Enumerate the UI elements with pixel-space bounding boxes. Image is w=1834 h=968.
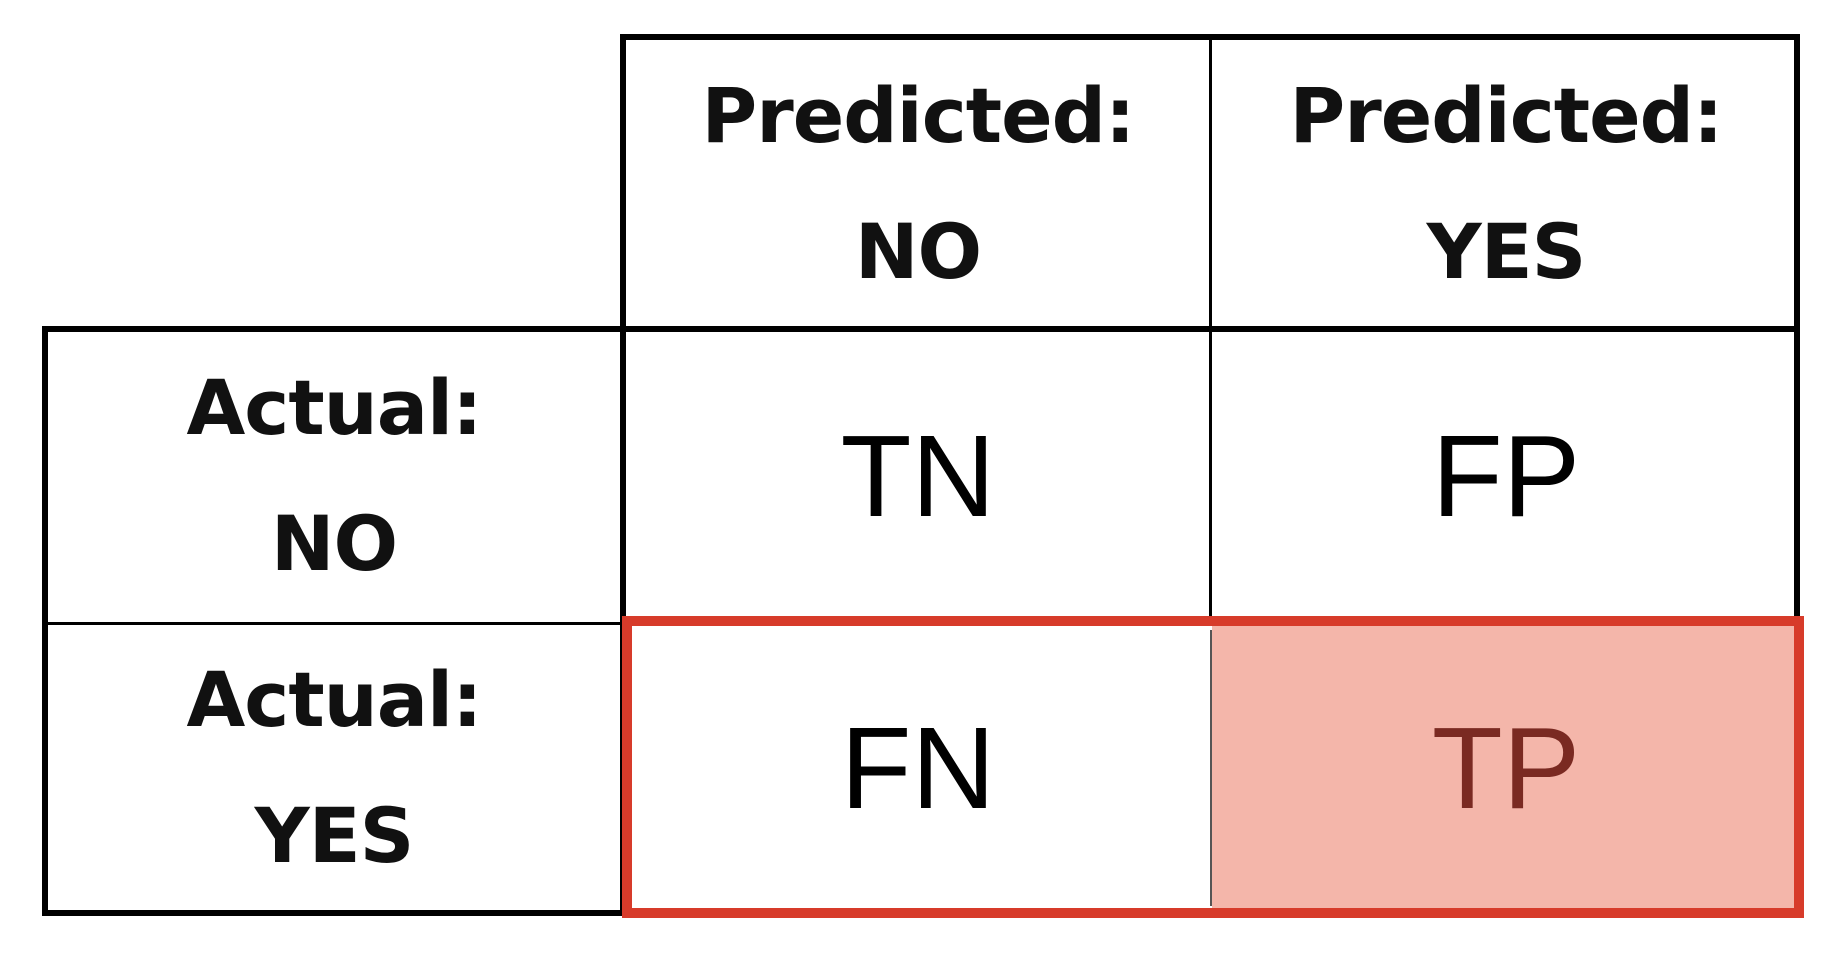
row-header-actual-yes: Actual: YES xyxy=(44,622,624,914)
highlight-border-actual-yes-row xyxy=(622,616,1804,918)
cell-fp-label: FP xyxy=(1431,411,1581,541)
cell-tn-label: TN xyxy=(840,411,996,541)
col-header-predicted-no-line1: Predicted: xyxy=(701,71,1136,160)
grid-line-right xyxy=(1794,34,1800,626)
grid-line-bottom xyxy=(42,910,624,916)
cell-tp-label: TP xyxy=(1431,703,1581,833)
row-header-actual-no-line2: NO xyxy=(270,499,398,588)
row-header-actual-no: Actual: NO xyxy=(44,330,624,622)
row-header-actual-yes-line1: Actual: xyxy=(186,655,482,744)
cell-fn-label: FN xyxy=(840,703,996,833)
grid-line-vertical-2-lower xyxy=(1210,630,1212,906)
row-header-actual-yes-line2: YES xyxy=(254,791,415,880)
grid-line-header-bottom xyxy=(42,326,1800,332)
grid-line-middle-left xyxy=(42,622,624,625)
cell-fp: FP xyxy=(1212,330,1800,622)
cell-tn: TN xyxy=(624,330,1212,622)
tp-highlight-fill xyxy=(1212,626,1800,910)
cell-fn: FN xyxy=(624,622,1212,914)
grid-line-left xyxy=(42,326,48,916)
col-header-predicted-yes: Predicted: YES xyxy=(1212,38,1800,330)
cell-tp: TP xyxy=(1212,622,1800,914)
grid-line-vertical-1 xyxy=(620,34,626,916)
col-header-predicted-yes-line1: Predicted: xyxy=(1289,71,1724,160)
col-header-predicted-yes-line2: YES xyxy=(1426,207,1587,296)
row-header-actual-no-line1: Actual: xyxy=(186,363,482,452)
grid-line-vertical-2 xyxy=(1209,34,1212,626)
col-header-predicted-no: Predicted: NO xyxy=(624,38,1212,330)
col-header-predicted-no-line2: NO xyxy=(854,207,982,296)
